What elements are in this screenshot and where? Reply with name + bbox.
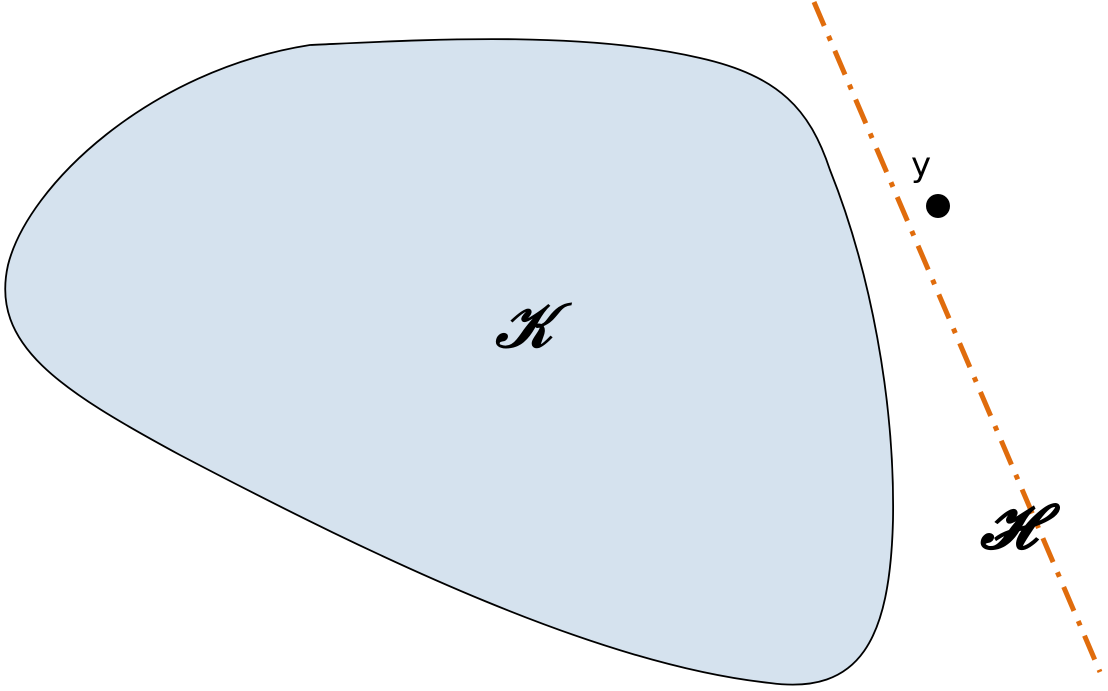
convex-set-region bbox=[4, 38, 894, 686]
point-y-marker bbox=[926, 194, 950, 218]
separating-hyperplane-line bbox=[811, 1, 1103, 673]
point-y-label: y bbox=[911, 145, 931, 185]
